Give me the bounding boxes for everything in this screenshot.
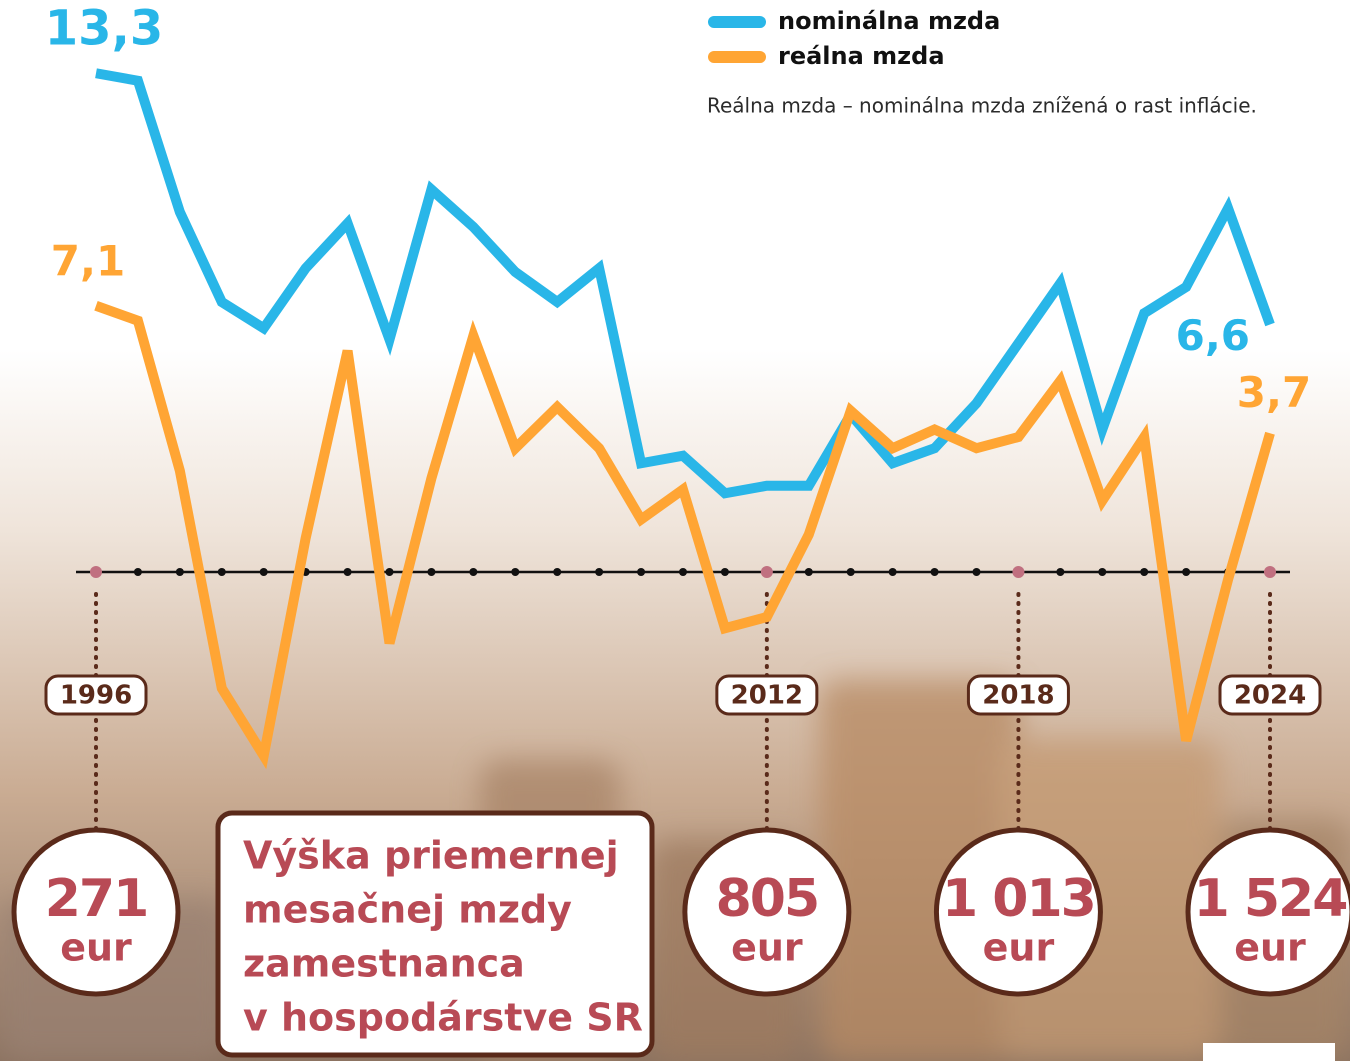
title-line: zamestnanca <box>243 942 525 986</box>
wage-amount: 271 <box>45 869 148 929</box>
x-tick <box>679 568 687 576</box>
title-line: v hospodárstve SR <box>243 996 643 1040</box>
title-line: Výška priemernej <box>243 834 619 878</box>
x-tick <box>134 568 142 576</box>
x-tick <box>721 568 729 576</box>
value-label: 7,1 <box>51 236 125 285</box>
x-tick <box>637 568 645 576</box>
x-tick <box>469 568 477 576</box>
x-tick <box>218 568 226 576</box>
x-tick <box>889 568 897 576</box>
x-tick <box>176 568 184 576</box>
x-tick-label: 2018 <box>982 681 1054 711</box>
x-tick <box>553 568 561 576</box>
x-tick-label: 2024 <box>1234 681 1306 711</box>
x-tick <box>511 568 519 576</box>
page: {"chart_data": { "type": "line", "catego… <box>0 0 1350 1061</box>
wage-amount: 1 013 <box>942 869 1095 929</box>
value-label: 6,6 <box>1176 311 1250 360</box>
chart: 1996271eur2012805eur20181 013eur20241 52… <box>0 0 1350 1061</box>
x-tick-major <box>761 566 773 578</box>
note: Reálna mzda – nominálna mzda znížená o r… <box>707 94 1257 118</box>
x-tick <box>260 568 268 576</box>
x-tick-major <box>1264 566 1276 578</box>
x-tick-major <box>90 566 102 578</box>
x-tick <box>427 568 435 576</box>
wage-unit: eur <box>731 926 803 970</box>
x-tick <box>973 568 981 576</box>
title-line: mesačnej mzdy <box>243 888 572 932</box>
x-tick-label: 2012 <box>731 681 803 711</box>
x-tick <box>595 568 603 576</box>
x-tick <box>847 568 855 576</box>
x-tick <box>805 568 813 576</box>
x-tick-major <box>1012 566 1024 578</box>
x-tick <box>1182 568 1190 576</box>
wage-unit: eur <box>1234 926 1306 970</box>
x-tick <box>1098 568 1106 576</box>
x-tick <box>931 568 939 576</box>
legend-label: nominálna mzda <box>778 7 1000 35</box>
x-tick <box>1056 568 1064 576</box>
legend-label: reálna mzda <box>778 42 945 70</box>
wage-amount: 805 <box>716 869 819 929</box>
value-label: 3,7 <box>1237 368 1311 417</box>
x-tick <box>386 568 394 576</box>
x-tick <box>1140 568 1148 576</box>
x-tick-label: 1996 <box>60 681 132 711</box>
value-label: 13,3 <box>45 0 163 56</box>
corner-patch <box>1203 1043 1335 1061</box>
wage-unit: eur <box>983 926 1055 970</box>
x-tick <box>344 568 352 576</box>
wage-amount: 1 524 <box>1194 869 1347 929</box>
wage-unit: eur <box>60 926 132 970</box>
